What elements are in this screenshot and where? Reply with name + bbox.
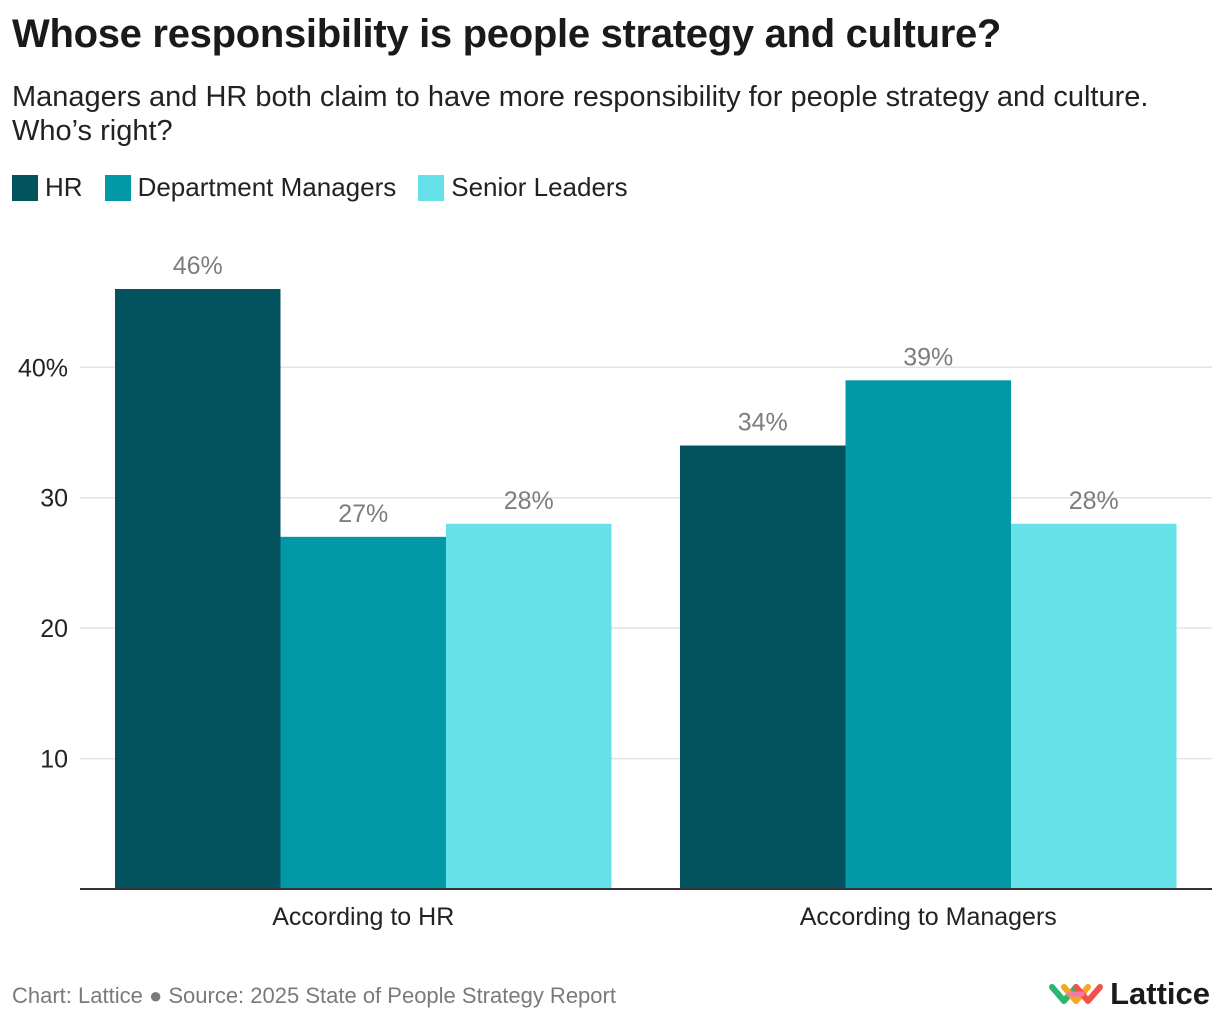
bar [115,289,281,889]
lattice-logo-icon [1049,984,1104,1004]
y-tick-label: 30 [40,485,68,513]
legend-label-hr: HR [45,172,83,202]
legend-label-senior-leaders: Senior Leaders [451,172,628,202]
lattice-logo: Lattice [1048,976,1210,1012]
legend-label-department-managers: Department Managers [137,172,397,202]
bar [280,536,446,889]
data-label: 28% [504,487,554,515]
y-tick-label: 10 [40,746,68,774]
bar [446,523,612,889]
bar [680,445,846,889]
legend-item-senior-leaders: Senior Leaders [418,172,628,203]
data-label: 39% [903,343,953,371]
lattice-logo-text: Lattice [1110,976,1210,1011]
legend-item-department-managers: Department Managers [104,172,397,203]
y-tick-label: 20 [40,615,68,643]
legend-swatch-department-managers [104,174,131,201]
legend-swatch-hr [12,174,38,201]
y-tick-label: 40% [18,354,68,382]
data-label: 34% [738,409,788,437]
data-label: 27% [338,500,388,528]
data-label: 46% [173,252,223,280]
data-label: 28% [1069,487,1119,515]
chart-title: Whose responsibility is people strategy … [12,12,1002,56]
x-tick-label: According to Managers [800,903,1057,931]
footer-credit: Chart: Lattice ● Source: 2025 State of P… [12,983,616,1008]
legend-swatch-senior-leaders [418,174,445,201]
chart-subtitle: Managers and HR both claim to have more … [12,81,1149,147]
legend-item-hr: HR [12,172,83,203]
x-tick-label: According to HR [272,903,454,931]
bar [1011,523,1177,889]
legend: HR Department Managers Senior Leaders [12,172,650,203]
bar [845,380,1011,889]
